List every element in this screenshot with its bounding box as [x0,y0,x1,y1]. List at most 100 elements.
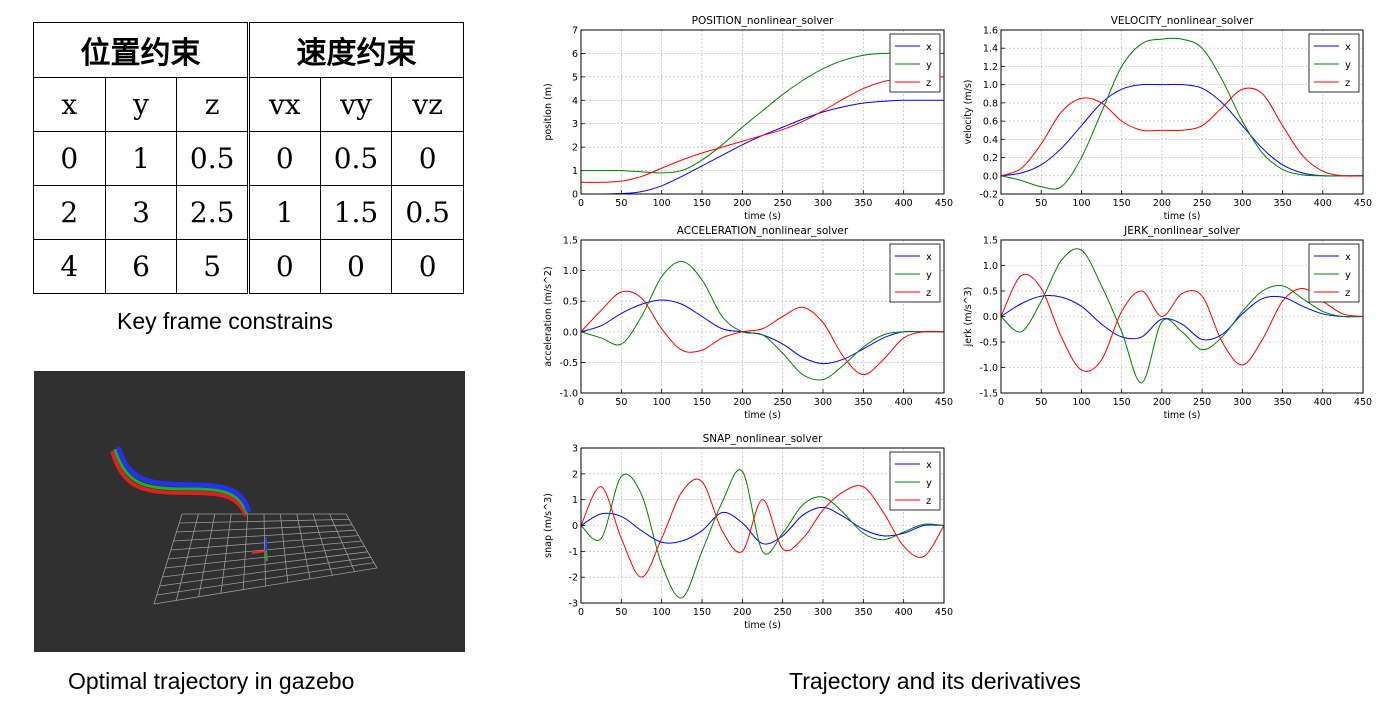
x-tick-label: 400 [1314,397,1332,408]
legend-label: z [926,496,931,507]
x-tick-label: 350 [1273,198,1291,209]
y-tick-label: 0.5 [983,287,998,298]
legend-label: y [1345,270,1351,281]
x-tick-label: 100 [1072,198,1090,209]
x-tick-label: 350 [854,198,872,209]
legend-box [889,451,941,511]
x-tick-label: 250 [774,198,792,209]
y-axis-label: jerk (m/s^3) [963,287,974,348]
y-axis-label: velocity (m/s) [963,80,974,145]
y-tick-label: 3 [572,119,578,130]
table-cell: 0 [246,239,321,294]
legend-box [889,33,941,93]
x-tick-label: 250 [774,607,792,618]
column-header: vz [391,77,464,132]
y-tick-label: -2 [569,573,578,584]
column-header: vy [319,77,393,132]
plot-frame [1000,29,1364,195]
chart-title: JERK_nonlinear_solver [1123,225,1240,237]
plot-frame [1000,239,1364,394]
x-tick-label: 50 [615,397,627,408]
table-cell: 4 [33,239,106,294]
y-tick-label: 1.4 [983,44,998,55]
table-row: 0 1 0.5 0 0.5 0 [33,131,464,186]
x-tick-label: 50 [1035,198,1047,209]
x-tick-label: 200 [1153,198,1171,209]
table-caption: Key frame constrains [117,308,334,334]
y-tick-label: 0.0 [983,171,998,182]
x-tick-label: 250 [1193,397,1211,408]
chart-title: VELOCITY_nonlinear_solver [1111,15,1254,27]
x-tick-label: 350 [854,607,872,618]
table-cell: 0.5 [391,185,464,240]
y-tick-label: 4 [572,96,578,107]
x-tick-label: 300 [1233,397,1251,408]
table-cell: 0 [391,239,464,294]
x-tick-label: 450 [1354,198,1372,209]
column-header: vx [246,77,321,132]
legend-label: x [926,252,932,263]
legend-label: y [926,478,932,489]
x-tick-label: 250 [774,397,792,408]
table-cell: 0 [33,131,106,186]
y-tick-label: 3 [572,444,578,455]
y-axis-label: position (m) [543,83,554,140]
x-tick-label: 0 [578,397,584,408]
series-line-y [581,260,944,381]
trajectory-green [113,448,249,515]
legend-label: z [1345,288,1350,299]
series-line-z [581,478,944,578]
table-cell: 0.5 [319,131,393,186]
table-cell: 1.5 [319,185,393,240]
y-tick-label: 1 [572,495,578,506]
legend-box [889,243,941,303]
x-tick-label: 300 [814,198,832,209]
x-tick-label: 200 [733,397,751,408]
legend-label: z [1345,78,1350,89]
y-tick-label: 1.0 [563,266,578,277]
trajectory-red [110,450,248,517]
x-tick-label: 0 [578,198,584,209]
x-tick-label: 400 [895,607,913,618]
gazebo-scene [110,446,378,605]
x-tick-label: 150 [1113,198,1131,209]
legend-label: x [926,42,932,53]
x-tick-label: 150 [693,607,711,618]
velocity-chart: VELOCITY_nonlinear_solver 0 50 100 150 200 250… [963,15,1372,222]
table-cell: 0 [391,131,464,186]
y-tick-label: 1.0 [983,80,998,91]
y-tick-label: 1.5 [983,236,998,247]
legend-label: y [1345,60,1351,71]
legend-label: z [926,288,931,299]
jerk-chart: JERK_nonlinear_solver 0 50 100 150 200 250 300 3… [963,225,1372,421]
y-tick-label: 6 [572,49,578,60]
table-row: 4 6 5 0 0 0 [33,239,464,294]
y-tick-label: 0.5 [563,297,578,308]
column-header: y [104,77,178,132]
table-cell: 1 [104,131,178,186]
x-tick-label: 400 [895,198,913,209]
x-tick-label: 200 [1153,397,1171,408]
y-tick-label: -0.5 [559,358,578,369]
trajectory-blue [115,446,252,513]
table-cell: 2.5 [176,185,249,240]
x-tick-label: 0 [998,198,1004,209]
x-tick-label: 300 [1233,198,1251,209]
key-frame-table: 位置约束 速度约束 x y z vx vy vz 0 1 0.5 0 0.5 0… [33,22,465,294]
x-axis-label: time (s) [744,410,781,421]
y-tick-label: -1.0 [559,389,578,400]
series-line-y [581,469,944,599]
y-tick-label: 0.8 [983,98,998,109]
y-tick-label: -1 [569,547,578,558]
chart-title: SNAP_nonlinear_solver [703,433,823,445]
plot-frame [580,29,945,195]
series-line-z [1001,87,1363,177]
x-tick-label: 450 [935,198,953,209]
table-group-header-row: 位置约束 速度约束 [33,22,465,78]
legend-label: z [926,78,931,89]
x-axis-label: time (s) [1164,410,1201,421]
y-tick-label: 0.6 [983,117,998,128]
legend-box [1308,33,1360,93]
series-line-x [581,506,944,545]
